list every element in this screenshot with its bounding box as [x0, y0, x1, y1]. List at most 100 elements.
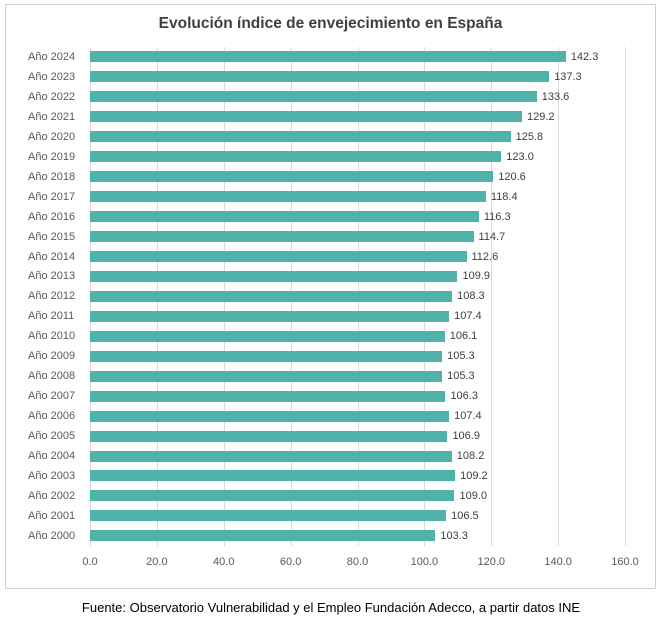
y-axis-label: Año 2006: [28, 410, 76, 423]
bar: [90, 430, 448, 442]
value-label: 133.6: [541, 90, 570, 103]
bar-track: 114.7: [90, 230, 625, 243]
value-label: 106.1: [449, 330, 478, 343]
bar: [90, 251, 467, 262]
y-axis-label: Año 2010: [28, 330, 76, 343]
bar-track: 123.0: [90, 151, 625, 163]
bar-row: Año 2001 106.5: [24, 506, 625, 526]
bar-track: 106.1: [90, 330, 625, 343]
bar-row: Año 2002 109.0: [24, 486, 625, 506]
value-label: 109.9: [462, 270, 490, 283]
bar: [90, 530, 436, 542]
x-axis-tick-label: 160.0: [611, 556, 639, 568]
value-label: 116.3: [483, 210, 511, 223]
value-label: 118.4: [490, 190, 518, 203]
x-axis-tick-label: 120.0: [477, 556, 506, 568]
bar: [90, 330, 445, 342]
bar-row: Año 2018 120.6: [24, 167, 625, 187]
bar-row: Año 2005 106.9: [24, 426, 625, 446]
value-label: 109.2: [460, 469, 488, 482]
gridline: [558, 47, 560, 546]
value-label: 105.3: [447, 370, 475, 383]
source-note: Fuente: Observatorio Vulnerabilidad y el…: [81, 600, 581, 615]
value-label: 137.3: [554, 70, 582, 83]
bar-track: 112.6: [90, 250, 625, 263]
bar: [90, 270, 458, 282]
bar: [90, 450, 452, 462]
value-label: 142.3: [570, 50, 599, 63]
x-axis-tick-label: 0.0: [82, 556, 98, 568]
bar: [90, 71, 550, 83]
bar-track: 108.3: [90, 290, 625, 303]
y-axis-label: Año 2007: [28, 390, 76, 403]
x-axis-tick-label: 40.0: [213, 556, 235, 568]
value-label: 114.7: [478, 230, 506, 243]
rows: Año 2024 142.3 Año 2023 137.3 Año 2022 133.6 A…: [24, 47, 625, 546]
x-axis: 0.0 20.0 40.0 60.0 80.0 100.0 120.0 140.0 160.0: [82, 554, 638, 570]
y-axis-label: Año 2003: [28, 469, 76, 482]
bar-track: 118.4: [90, 190, 625, 203]
plot-area: Año 2024 142.3 Año 2023 137.3 Año 2022 133.6 A…: [24, 43, 639, 574]
y-axis-label: Año 2023: [28, 70, 76, 83]
value-label: 105.3: [447, 350, 475, 363]
bar-track: 105.3: [90, 370, 625, 383]
value-label: 129.2: [527, 110, 555, 123]
bar: [90, 231, 474, 243]
bar-row: Año 2004 108.2: [24, 446, 625, 466]
y-axis-label: Año 2005: [28, 430, 76, 443]
y-axis-label: Año 2008: [28, 370, 76, 383]
y-axis-label: Año 2013: [28, 270, 76, 283]
value-label: 125.8: [515, 130, 544, 143]
gridline: [625, 47, 626, 546]
bar-track: 106.5: [90, 510, 625, 522]
value-label: 112.6: [471, 250, 499, 263]
bar-track: 142.3: [90, 50, 625, 63]
y-axis-label: Año 2009: [28, 350, 76, 363]
bar: [90, 470, 456, 482]
value-label: 103.3: [440, 529, 468, 542]
bar-row: Año 2006 107.4: [24, 406, 625, 426]
bar-row: Año 2007 106.3: [24, 386, 625, 406]
bar-track: 106.9: [90, 430, 625, 443]
y-axis-label: Año 2019: [28, 150, 76, 163]
y-axis-label: Año 2015: [28, 230, 76, 243]
bar: [90, 171, 494, 183]
bar-track: 103.3: [90, 529, 625, 542]
y-axis-label: Año 2001: [28, 509, 76, 522]
bar-track: 116.3: [90, 210, 625, 223]
y-axis-label: Año 2020: [28, 130, 76, 143]
y-axis-label: Año 2022: [28, 90, 76, 103]
bar-track: 133.6: [90, 90, 625, 103]
bar-row: Año 2003 109.2: [24, 466, 625, 486]
bar-track: 109.0: [90, 490, 625, 502]
bar: [90, 211, 479, 223]
bar: [90, 370, 443, 382]
value-label: 120.6: [498, 170, 526, 183]
bar-row: Año 2022 133.6: [24, 87, 625, 107]
value-label: 106.9: [452, 430, 480, 443]
bar: [90, 131, 511, 143]
x-axis-tick-label: 20.0: [146, 556, 168, 568]
bar-track: 109.9: [90, 270, 625, 283]
bar: [90, 290, 453, 302]
bar-row: Año 2015 114.7: [24, 227, 625, 247]
bar-track: 120.6: [90, 170, 625, 183]
bar-track: 105.3: [90, 350, 625, 363]
chart-container: Evolución índice de envejecimiento en Es…: [5, 4, 656, 589]
bar: [90, 390, 446, 402]
y-axis-label: Año 2002: [28, 489, 76, 502]
y-axis-label: Año 2017: [28, 190, 76, 203]
bar: [90, 490, 455, 502]
x-axis-tick-label: 60.0: [279, 556, 302, 568]
y-axis-label: Año 2000: [28, 529, 76, 542]
bar: [90, 191, 486, 203]
bar: [90, 510, 447, 522]
y-axis-label: Año 2004: [28, 450, 76, 463]
bar: [90, 310, 450, 322]
value-label: 108.3: [457, 290, 485, 303]
y-axis-label: Año 2024: [28, 50, 76, 63]
bar-row: Año 2014 112.6: [24, 247, 625, 267]
bar-track: 107.4: [90, 410, 625, 422]
bar: [90, 350, 443, 362]
